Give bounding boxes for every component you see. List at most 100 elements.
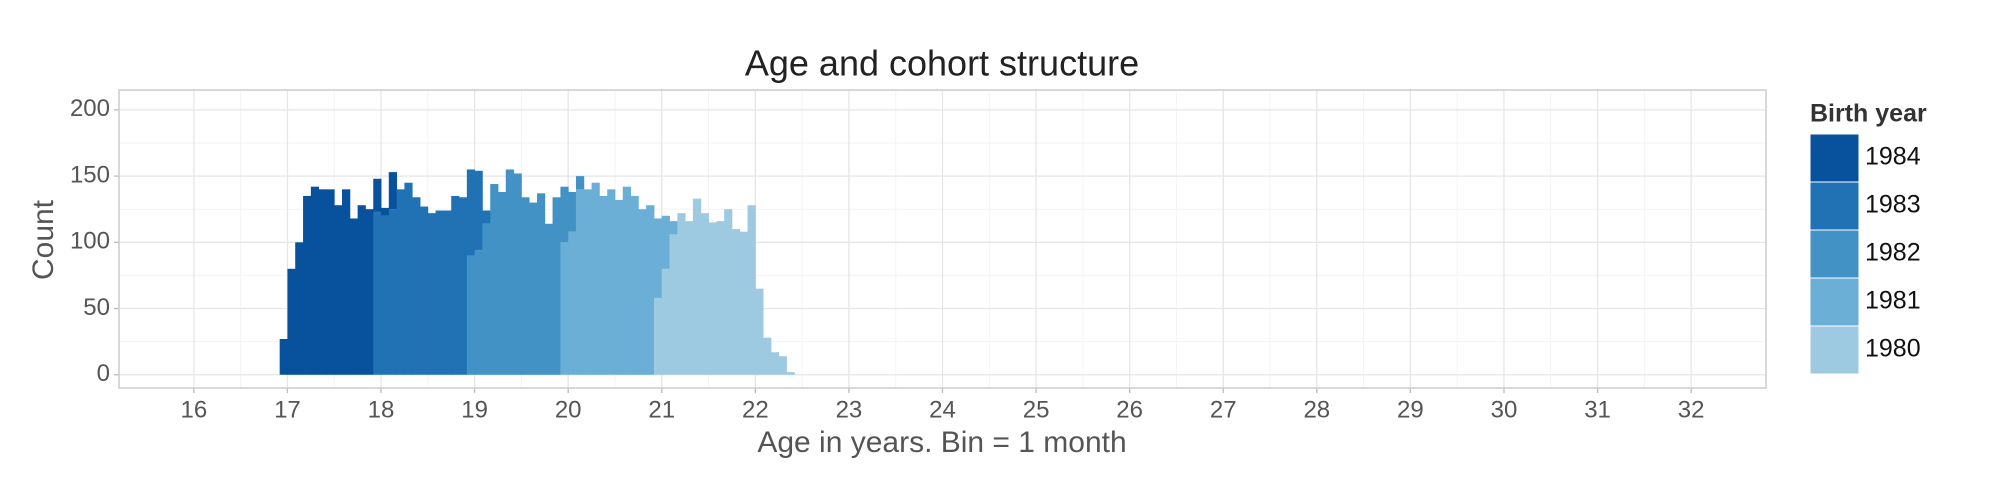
bar <box>388 209 398 375</box>
bar <box>490 184 499 375</box>
bar <box>560 242 569 375</box>
bar <box>482 210 491 224</box>
bar <box>622 186 631 375</box>
y-tick-label: 150 <box>70 161 110 188</box>
x-axis-title: Age in years. Bin = 1 month <box>757 426 1126 459</box>
x-tick-label: 28 <box>1303 396 1330 423</box>
bar <box>599 195 608 375</box>
x-tick-label: 29 <box>1397 396 1424 423</box>
bar <box>443 210 452 375</box>
bar <box>731 229 741 375</box>
bar <box>451 195 460 375</box>
y-axis-title: Count <box>27 199 60 280</box>
bar <box>778 356 787 375</box>
legend-label: 1984 <box>1865 143 1921 171</box>
bar <box>466 169 476 256</box>
bar <box>630 195 639 375</box>
bar <box>692 198 702 375</box>
legend-key <box>1809 277 1860 327</box>
bar <box>357 205 366 375</box>
bar <box>474 170 483 251</box>
bar <box>653 218 663 298</box>
x-tick-label: 26 <box>1116 396 1143 423</box>
bar <box>381 215 390 375</box>
x-tick-label: 20 <box>555 396 582 423</box>
bar <box>638 209 647 375</box>
bar <box>786 372 795 375</box>
x-tick-label: 16 <box>181 396 208 423</box>
bar <box>669 221 678 235</box>
bar <box>381 207 390 216</box>
bar <box>474 250 483 375</box>
bar <box>482 223 491 375</box>
bar <box>537 193 546 375</box>
bar <box>716 221 725 375</box>
bar <box>295 242 304 375</box>
bar <box>724 209 733 375</box>
x-tick-label: 17 <box>274 396 301 423</box>
legend-label: 1980 <box>1865 335 1921 363</box>
legend-label: 1983 <box>1865 191 1921 219</box>
bar <box>303 195 312 375</box>
x-tick-label: 21 <box>648 396 675 423</box>
bar <box>513 173 522 375</box>
bar <box>521 197 530 375</box>
y-tick-label: 200 <box>70 95 110 122</box>
bar <box>568 231 577 375</box>
bar <box>614 199 624 375</box>
bar <box>373 178 382 212</box>
chart-title: Age and cohort structure <box>745 43 1139 84</box>
bar <box>388 172 398 210</box>
bar <box>279 338 288 375</box>
bar <box>466 255 476 375</box>
bar <box>685 221 694 375</box>
bar <box>568 191 577 232</box>
bar <box>575 176 585 190</box>
bar <box>653 297 663 375</box>
bar <box>529 202 538 375</box>
bar <box>318 189 327 375</box>
x-tick-label: 23 <box>836 396 863 423</box>
bar <box>505 169 515 375</box>
legend-label: 1982 <box>1865 239 1921 267</box>
bar <box>404 182 413 375</box>
legend-key <box>1809 181 1860 231</box>
bar <box>497 191 507 375</box>
bar <box>763 337 772 375</box>
bar <box>373 211 382 375</box>
bar <box>700 213 709 375</box>
y-tick-label: 50 <box>83 294 110 321</box>
legend-key <box>1809 325 1860 375</box>
bar <box>677 213 686 375</box>
bar <box>739 231 748 375</box>
bar <box>349 218 359 375</box>
bar <box>646 205 655 375</box>
bar <box>310 186 320 375</box>
bar <box>544 223 553 375</box>
bar <box>552 197 561 375</box>
bar <box>669 234 678 375</box>
bar <box>661 268 670 375</box>
bar <box>334 205 343 375</box>
bar <box>458 197 468 375</box>
legend-key <box>1809 133 1860 183</box>
bar <box>591 182 600 375</box>
bar <box>747 205 756 375</box>
bar <box>661 215 670 269</box>
legend-key <box>1809 229 1860 279</box>
x-tick-label: 24 <box>929 396 956 423</box>
bar <box>583 189 592 375</box>
x-tick-label: 32 <box>1678 396 1705 423</box>
bar <box>560 186 569 243</box>
legend-title: Birth year <box>1810 100 1927 128</box>
bar <box>396 189 405 375</box>
bar <box>326 189 335 375</box>
bar <box>575 189 585 375</box>
bar <box>770 352 780 375</box>
bar <box>427 213 436 375</box>
x-tick-label: 18 <box>368 396 395 423</box>
bar <box>287 268 296 375</box>
legend-label: 1981 <box>1865 287 1921 315</box>
bar <box>755 288 764 375</box>
